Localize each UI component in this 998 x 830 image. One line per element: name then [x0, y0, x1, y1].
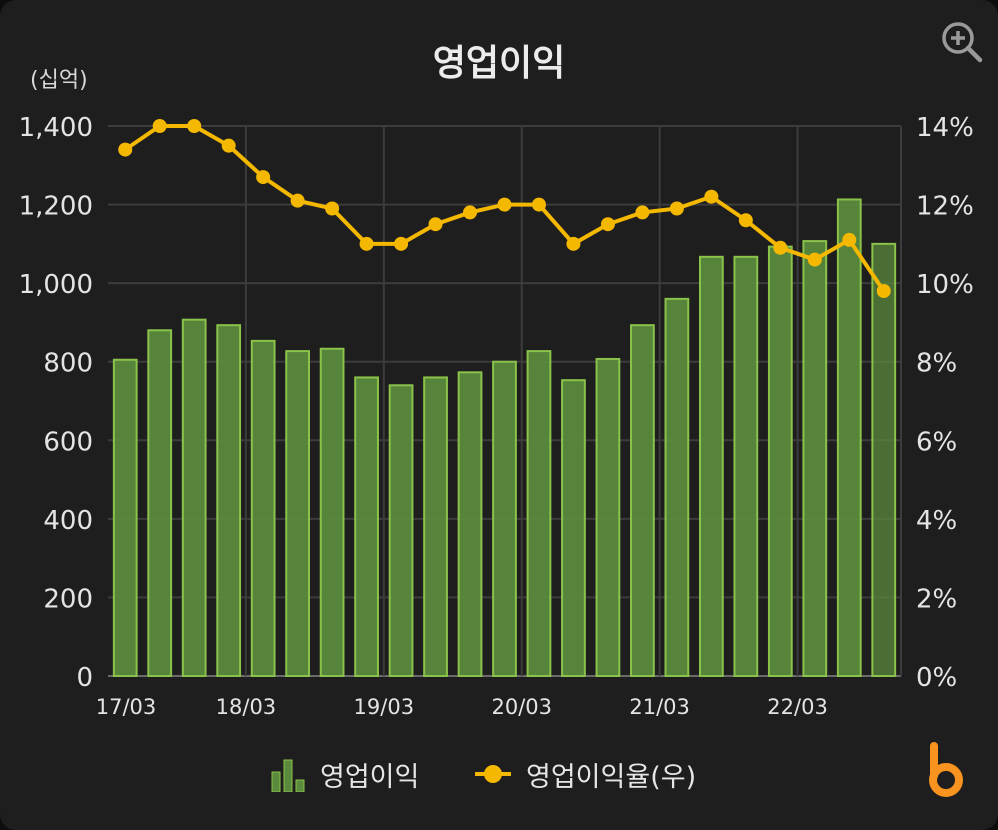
bar-series-icon: [271, 759, 305, 792]
x-tick-label: 21/03: [629, 695, 690, 719]
line-point: [842, 232, 857, 247]
line-series-icon: [475, 765, 511, 783]
line-point: [773, 240, 788, 255]
bar: [836, 198, 862, 677]
bar: [319, 347, 345, 677]
line-point: [256, 170, 271, 185]
y-right-tick-label: 8%: [916, 349, 957, 379]
bar: [492, 360, 517, 677]
line-point: [738, 213, 753, 228]
bar: [388, 384, 414, 677]
bar: [181, 318, 207, 677]
zoom-in-icon[interactable]: [938, 18, 984, 64]
bar: [595, 357, 621, 677]
x-tick-label: 20/03: [491, 695, 552, 719]
line-point: [463, 205, 478, 220]
bar: [457, 371, 483, 677]
bar: [216, 324, 242, 677]
line-point: [807, 252, 822, 267]
bar: [147, 329, 173, 677]
legend: 영업이익 영업이익율(우): [0, 750, 998, 798]
y-right-tick-label: 4%: [916, 506, 957, 536]
bar: [698, 255, 724, 677]
y-left-tick-label: 400: [43, 506, 93, 536]
line-point: [152, 119, 167, 133]
y-right-tick-label: 14%: [916, 113, 974, 143]
bar: [871, 242, 897, 677]
line-point: [497, 197, 512, 212]
bar: [561, 379, 586, 677]
line-point: [635, 205, 650, 220]
legend-item-operating-margin[interactable]: 영업이익율(우): [474, 750, 696, 798]
y-left-tick-label: 200: [43, 584, 93, 614]
bar: [630, 324, 655, 677]
bar: [526, 350, 552, 677]
y-right-tick-label: 0%: [916, 663, 957, 693]
line-point: [187, 119, 202, 133]
x-tick-label: 17/03: [96, 695, 157, 719]
y-left-tick-label: 0: [76, 663, 93, 693]
line-point: [704, 189, 719, 204]
line-point: [566, 236, 581, 251]
line-point: [428, 217, 443, 232]
bar: [802, 240, 828, 677]
bar: [664, 297, 690, 677]
y-right-tick-label: 2%: [916, 584, 957, 614]
line-point: [325, 201, 340, 216]
bar: [112, 358, 138, 677]
line-point: [669, 201, 684, 216]
y-right-tick-label: 10%: [916, 270, 974, 300]
bar: [285, 350, 311, 677]
bar: [354, 376, 379, 677]
y-left-tick-label: 800: [43, 349, 93, 379]
chart-title: 영업이익: [432, 43, 566, 84]
legend-label-line: 영업이익율(우): [526, 761, 697, 793]
x-tick-label: 22/03: [767, 695, 828, 719]
x-tick-label: 19/03: [354, 695, 415, 719]
brand-logo: [929, 742, 963, 797]
x-tick-label: 18/03: [216, 695, 277, 719]
line-point: [394, 236, 409, 251]
legend-label-bars: 영업이익: [320, 761, 420, 793]
y-right-tick-label: 6%: [916, 427, 957, 457]
y-right-tick-label: 12%: [916, 192, 974, 222]
bar: [250, 339, 276, 677]
legend-item-operating-profit[interactable]: 영업이익: [270, 750, 419, 798]
bar: [767, 245, 793, 677]
line-point: [876, 284, 891, 298]
y-left-tick-label: 600: [43, 427, 93, 457]
y-left-tick-label: 1,000: [19, 270, 93, 300]
combo-chart: 0 0% 200 2% 400 4% 600 6% 800 8% 1,000 10% 1,200 12% 1…: [19, 113, 974, 719]
line-point: [531, 197, 546, 212]
line-point: [600, 217, 615, 232]
left-axis-unit-label: (십억): [30, 68, 88, 93]
bar: [733, 255, 759, 677]
line-point: [359, 236, 374, 251]
y-left-tick-label: 1,400: [19, 113, 93, 143]
line-point: [290, 193, 305, 208]
line-point: [118, 142, 133, 157]
bar: [423, 376, 448, 677]
line-point: [221, 138, 236, 153]
y-left-tick-label: 1,200: [19, 192, 93, 222]
